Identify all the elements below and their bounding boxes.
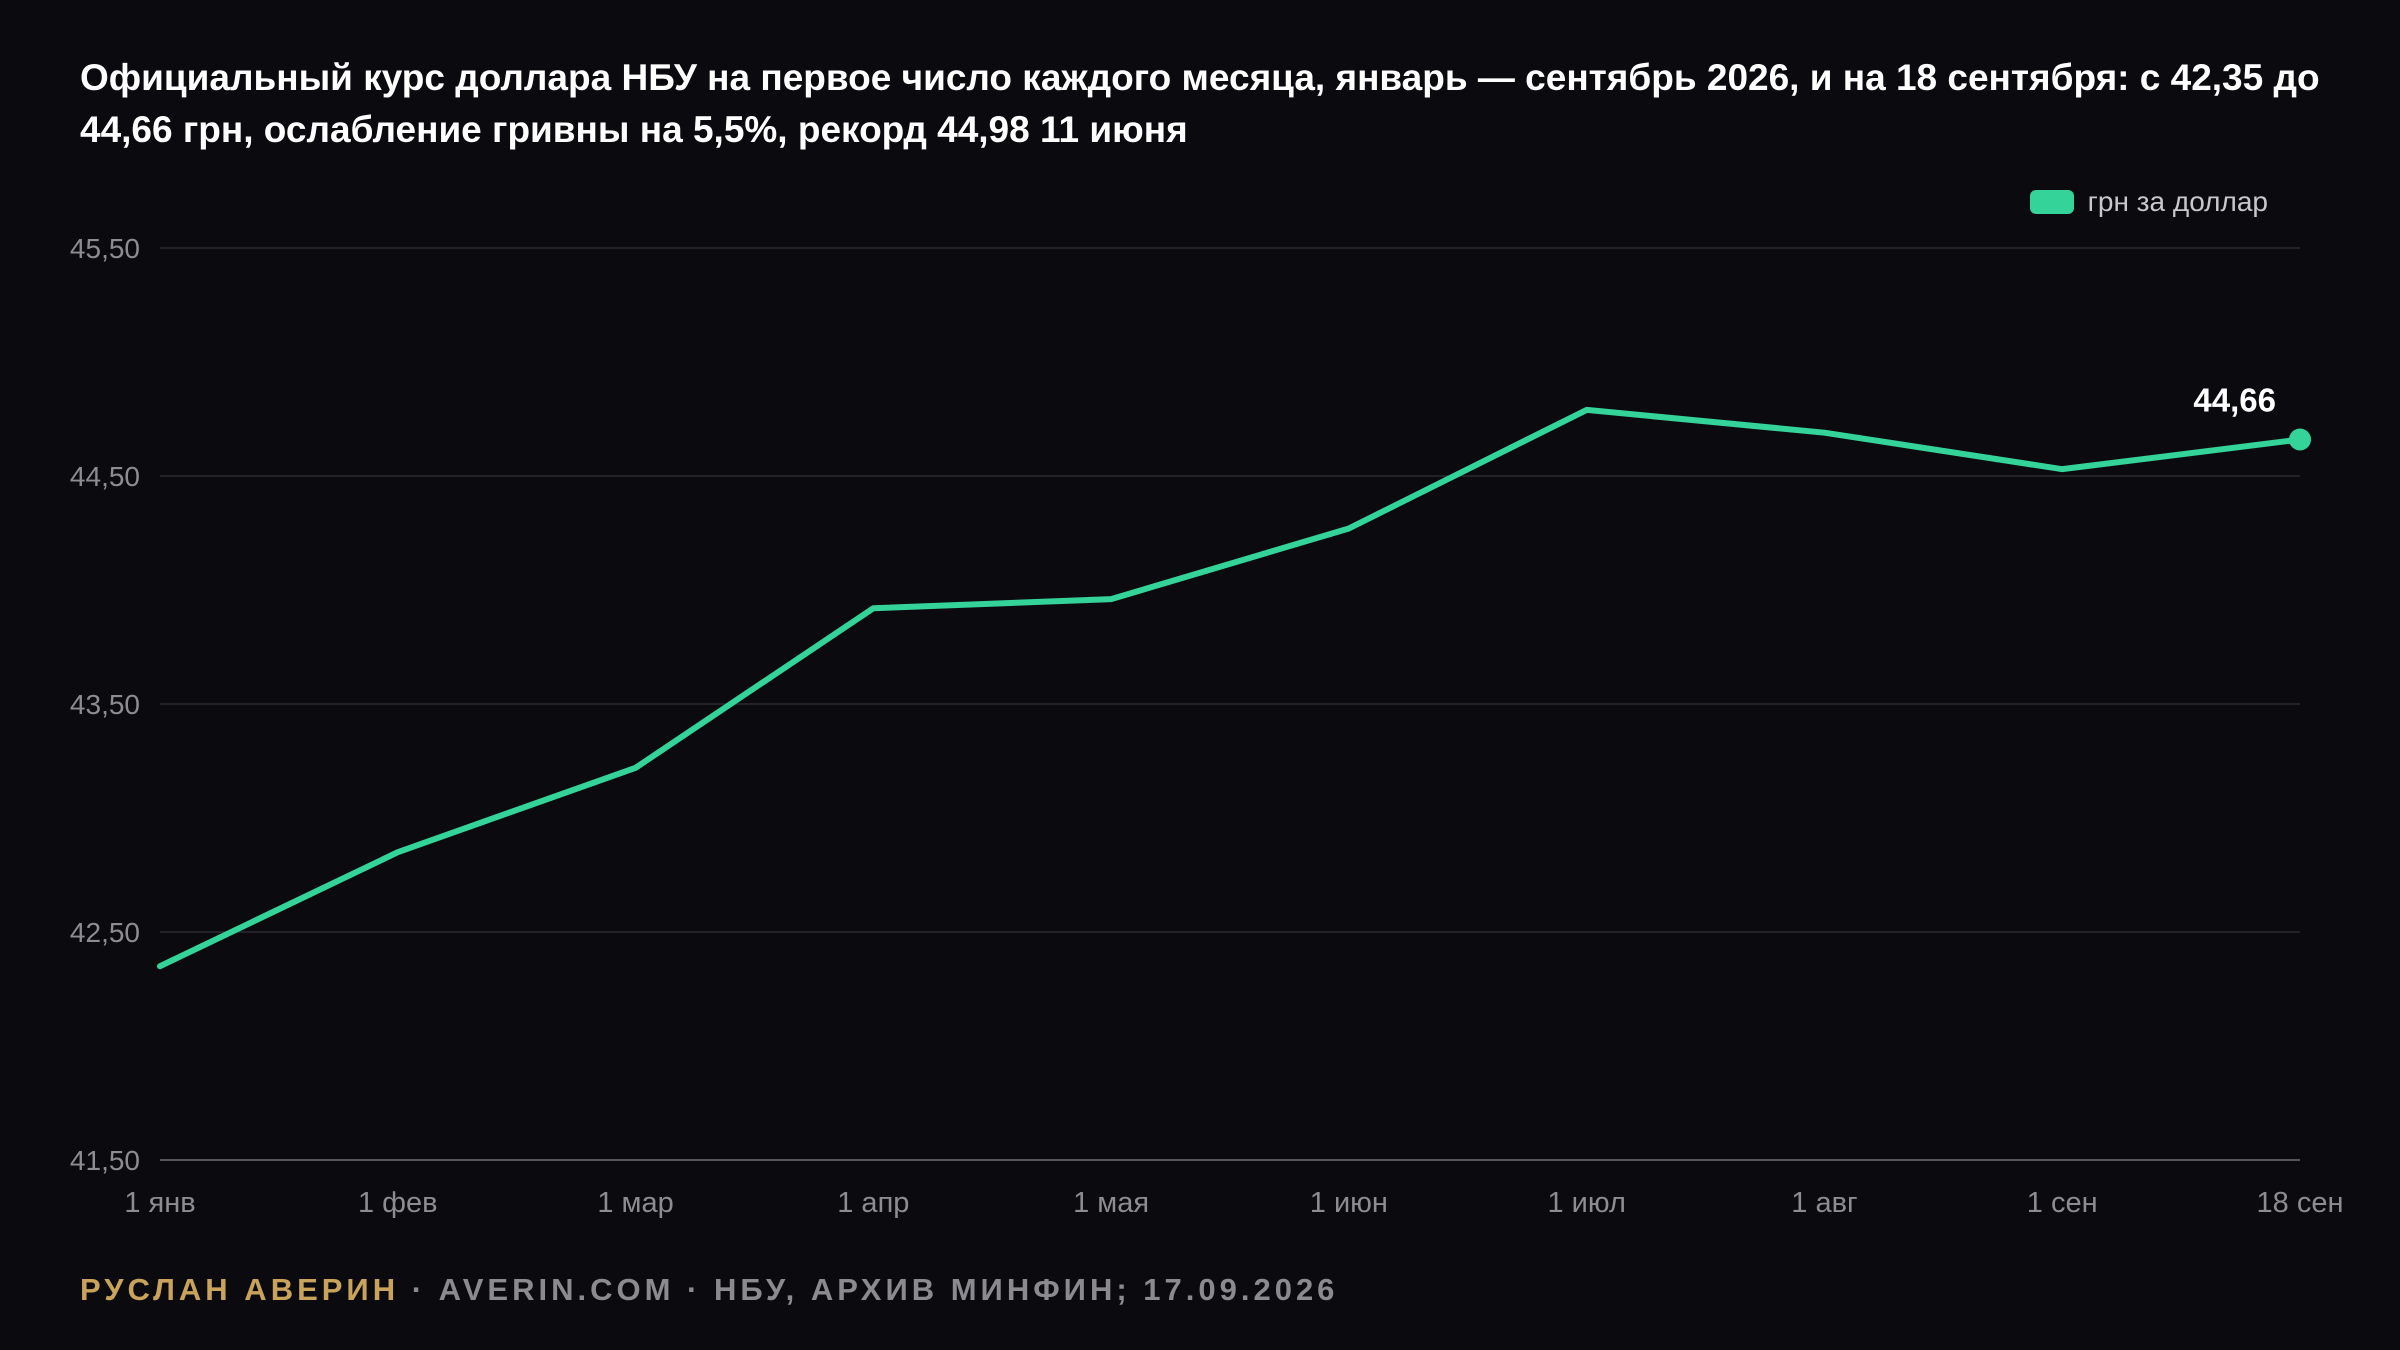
footer-source: · AVERIN.COM · НБУ, АРХИВ МИНФИН; 17.09.…: [399, 1272, 1338, 1307]
x-tick-label: 1 июл: [1547, 1187, 1625, 1219]
x-tick-label: 18 сен: [2257, 1187, 2344, 1219]
x-tick-label: 1 сен: [2027, 1187, 2098, 1219]
data-point: [2059, 466, 2065, 472]
data-point: [1584, 407, 1590, 413]
x-tick-label: 1 авг: [1791, 1187, 1857, 1219]
x-tick-label: 1 июн: [1310, 1187, 1388, 1219]
grid-lines: [160, 248, 2300, 1160]
y-tick-label: 45,50: [70, 233, 140, 264]
series-layer: 44,66: [157, 382, 2311, 970]
end-value-label: 44,66: [2193, 382, 2276, 419]
y-axis-ticks: 41,50 42,50 43,50 44,50 45,50: [70, 233, 140, 1176]
y-tick-label: 41,50: [70, 1145, 140, 1176]
end-point-marker: [2289, 429, 2311, 451]
data-point: [1108, 596, 1114, 602]
data-point: [633, 765, 639, 771]
x-tick-label: 1 янв: [124, 1187, 195, 1219]
data-point: [157, 963, 163, 969]
legend-label: грн за доллар: [2088, 186, 2268, 218]
y-tick-label: 44,50: [70, 461, 140, 492]
x-axis-ticks: 1 янв 1 фев 1 мар 1 апр 1 мая 1 июн 1 июл 1 авг…: [124, 1187, 2343, 1219]
legend: грн за доллар: [2030, 186, 2268, 218]
y-tick-label: 42,50: [70, 917, 140, 948]
data-point: [395, 849, 401, 855]
footer-author: РУСЛАН АВЕРИН: [80, 1272, 399, 1307]
y-tick-label: 43,50: [70, 689, 140, 720]
data-point: [870, 605, 876, 611]
data-point: [1821, 430, 1827, 436]
series-line: [160, 410, 2300, 966]
x-tick-label: 1 мар: [597, 1187, 673, 1219]
x-tick-label: 1 фев: [358, 1187, 438, 1219]
legend-swatch: [2030, 190, 2074, 214]
x-tick-label: 1 мая: [1073, 1187, 1149, 1219]
footer-credit: РУСЛАН АВЕРИН · AVERIN.COM · НБУ, АРХИВ …: [80, 1272, 1338, 1308]
x-tick-label: 1 апр: [837, 1187, 909, 1219]
data-point: [1346, 525, 1352, 531]
